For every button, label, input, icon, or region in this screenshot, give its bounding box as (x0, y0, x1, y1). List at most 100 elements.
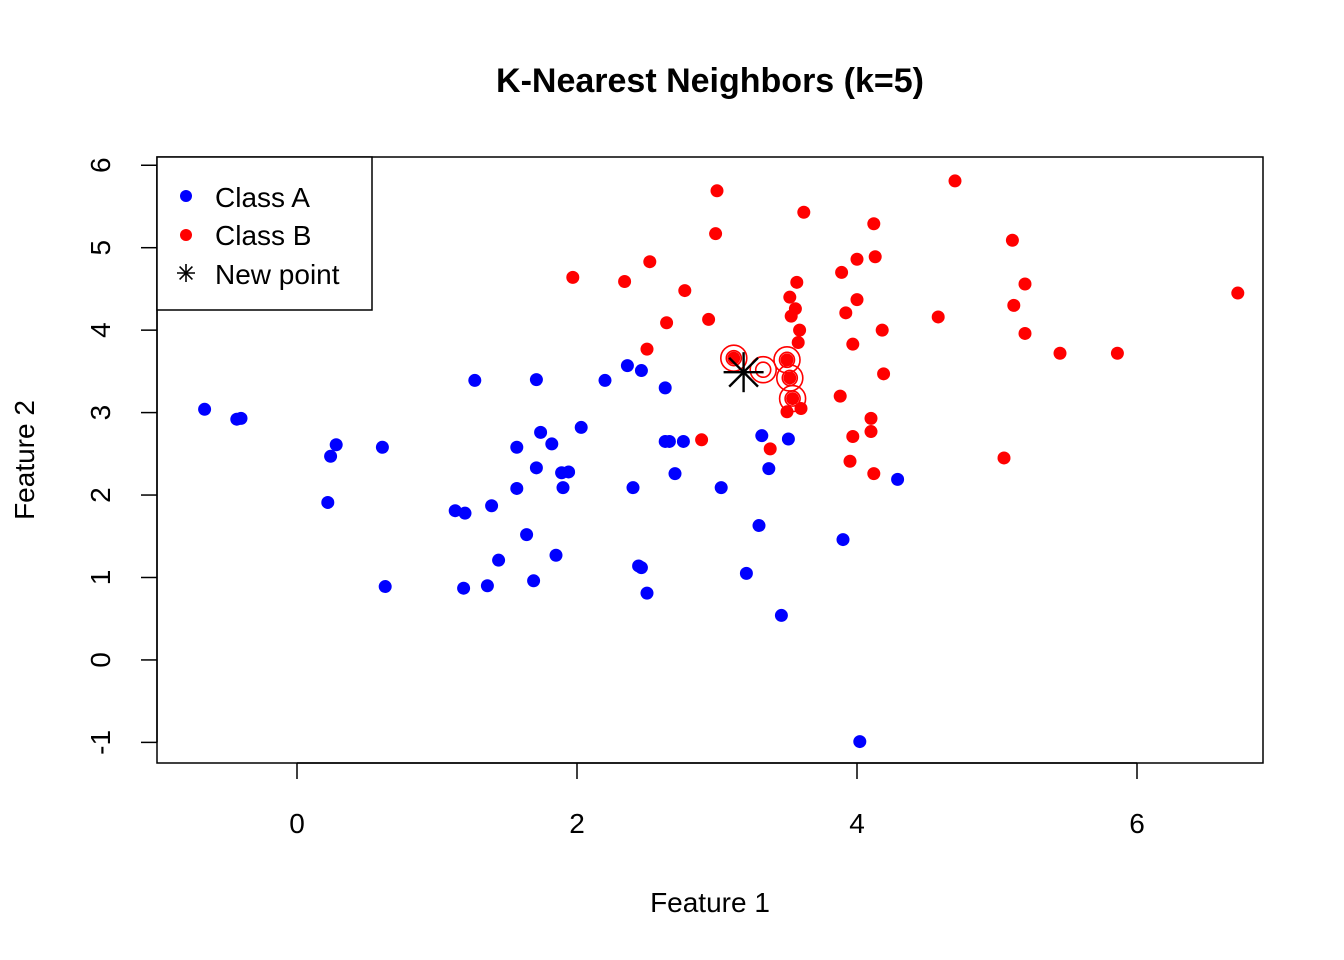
class-b-point (1231, 286, 1245, 300)
class-a-point (562, 465, 576, 479)
class-a-point (480, 579, 494, 593)
class-b-point (1007, 298, 1021, 312)
class-b-point (1005, 233, 1019, 247)
class-a-point (321, 495, 335, 509)
class-b-point (783, 371, 797, 385)
class-a-point (234, 411, 248, 425)
class-b-point (695, 433, 709, 447)
class-a-point (714, 481, 728, 495)
y-tick-label: -1 (85, 730, 116, 755)
class-a-point (626, 481, 640, 495)
neighbor-ring (773, 346, 801, 374)
y-tick-label: 2 (85, 487, 116, 503)
y-tick-label: 0 (85, 652, 116, 668)
class-a-point (458, 506, 472, 520)
new-point-marker (723, 352, 764, 393)
class-b-point (877, 367, 891, 381)
class-b-point (797, 205, 811, 219)
class-a-point (752, 519, 766, 533)
class-b-point (864, 425, 878, 439)
class-b-point (780, 353, 794, 367)
class-b-point (1053, 346, 1067, 360)
class-b-point (618, 274, 632, 288)
class-a-point (658, 381, 672, 395)
class-b-point (875, 323, 889, 337)
class-b-point (763, 442, 777, 456)
y-tick-label: 6 (85, 157, 116, 173)
class-b-point (786, 392, 800, 406)
x-axis-label: Feature 1 (650, 887, 770, 918)
class-a-point (492, 553, 506, 567)
class-a-point (375, 440, 389, 454)
class-a-point (620, 359, 634, 373)
class-a-point (520, 528, 534, 542)
class-a-point (634, 364, 648, 378)
neighbor-ring (749, 355, 778, 384)
class-b-point (1018, 277, 1032, 291)
neighbor-markers (719, 344, 807, 413)
class-b-point (1018, 326, 1032, 340)
class-a-point (529, 461, 543, 475)
class-a-point (739, 566, 753, 580)
y-axis-label: Feature 2 (9, 400, 40, 520)
class-b-point (850, 293, 864, 307)
class-b-point (843, 454, 857, 468)
class-a-point (329, 438, 343, 452)
class-a-point (634, 561, 648, 575)
data-points (198, 174, 1245, 749)
class-b-point (868, 250, 882, 264)
class-b-point (660, 316, 674, 330)
class-a-point (448, 504, 462, 518)
class-a-point (510, 440, 524, 454)
legend-new-point-label: New point (215, 259, 340, 290)
x-tick-label: 6 (1129, 808, 1145, 839)
class-a-point (640, 586, 654, 600)
legend-class-b-label: Class B (215, 220, 311, 251)
neighbor-ring (778, 384, 807, 413)
class-a-point (510, 481, 524, 495)
legend-box (156, 156, 373, 311)
class-b-point (790, 275, 804, 289)
y-tick-label: 3 (85, 405, 116, 421)
x-tick-label: 2 (569, 808, 585, 839)
new-point-asterisk (723, 352, 764, 393)
y-tick-label: 1 (85, 570, 116, 586)
class-b-point (788, 302, 802, 316)
class-b-point (867, 467, 881, 481)
class-a-point (574, 420, 588, 434)
x-axis: 0 2 4 6 (289, 762, 1145, 839)
y-tick-label: 4 (85, 322, 116, 338)
class-a-point (534, 425, 548, 439)
class-b-point (948, 174, 962, 188)
legend-class-b-marker (180, 229, 192, 241)
legend-new-point-marker (177, 264, 195, 282)
class-a-point (468, 373, 482, 387)
neighbor-inner-ring (784, 390, 801, 407)
class-a-point (676, 434, 690, 448)
class-a-point (668, 467, 682, 481)
class-b-point (931, 310, 945, 324)
class-a-point (891, 472, 905, 486)
class-a-point (485, 499, 499, 513)
class-b-point (643, 255, 657, 269)
class-a-point (781, 432, 795, 446)
class-b-point (846, 430, 860, 444)
class-b-point (864, 411, 878, 425)
class-a-point (774, 608, 788, 622)
class-a-point (545, 437, 559, 451)
class-b-point (783, 290, 797, 304)
class-b-point (791, 336, 805, 350)
neighbor-inner-ring (778, 351, 796, 369)
class-b-point (709, 227, 723, 241)
class-a-point (598, 373, 612, 387)
class-a-point (853, 735, 867, 749)
neighbor-inner-ring (725, 349, 743, 367)
class-a-point (324, 449, 338, 463)
legend-class-a-label: Class A (215, 182, 310, 213)
legend: Class A Class B New point (156, 156, 373, 311)
class-b-point (1110, 346, 1124, 360)
class-b-point (793, 323, 807, 337)
legend-class-a-marker (180, 190, 192, 202)
class-a-point (457, 581, 471, 595)
